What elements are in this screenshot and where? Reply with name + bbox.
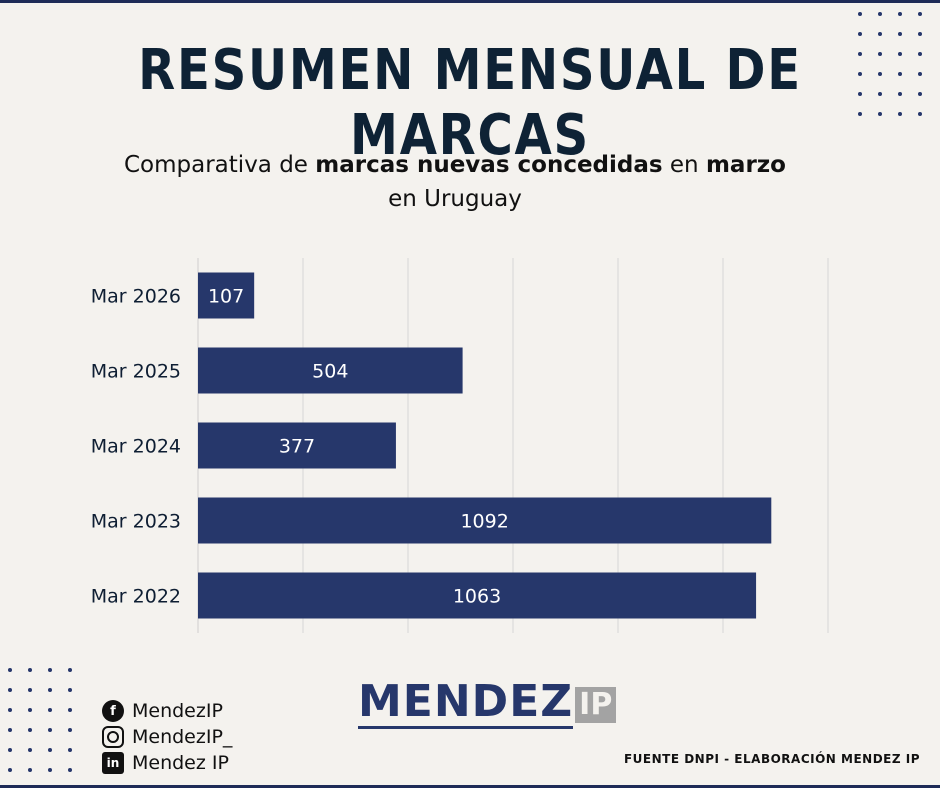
social-label: MendezIP [132, 700, 223, 722]
mendez-ip-logo: MENDEZ IP [358, 676, 617, 729]
data-label: 1092 [460, 511, 508, 533]
decorative-dot [28, 728, 32, 732]
decorative-dot [48, 768, 52, 772]
decorative-dot [918, 112, 922, 116]
subtitle-text-2: en [662, 152, 706, 178]
decorative-dot [918, 52, 922, 56]
decorative-dot [898, 72, 902, 76]
subtitle-line-2: en Uruguay [388, 186, 522, 212]
decorative-dot [8, 748, 12, 752]
instagram-icon [102, 726, 124, 748]
decorative-dot [858, 52, 862, 56]
decorative-dot [8, 708, 12, 712]
chart-subtitle: Comparativa de marcas nuevas concedidas … [0, 148, 910, 216]
decorative-dot [68, 768, 72, 772]
decorative-dot [48, 748, 52, 752]
decorative-dot [68, 728, 72, 732]
decorative-dot [878, 72, 882, 76]
decorative-dot [28, 688, 32, 692]
decorative-dot [918, 92, 922, 96]
decorative-dot [918, 72, 922, 76]
category-label: Mar 2026 [91, 286, 181, 308]
category-label: Mar 2022 [91, 586, 181, 608]
social-instagram[interactable]: MendezIP_ [102, 724, 232, 750]
social-label: MendezIP_ [132, 726, 233, 748]
decorative-dot [68, 708, 72, 712]
decorative-dot [68, 668, 72, 672]
decorative-dot [68, 748, 72, 752]
subtitle-text-1: Comparativa de [124, 152, 316, 178]
bar [198, 497, 772, 544]
data-label: 107 [208, 286, 244, 308]
decorative-dot [68, 688, 72, 692]
decorative-dot [898, 12, 902, 16]
page-title: RESUMEN MENSUAL DE MARCAS [138, 38, 802, 168]
top-border [0, 0, 940, 3]
logo-ip-badge: IP [575, 687, 617, 723]
decorative-dot [898, 52, 902, 56]
data-label: 504 [312, 361, 348, 383]
logo-main-text: MENDEZ [358, 676, 574, 729]
decorative-dot [48, 688, 52, 692]
category-label: Mar 2025 [91, 361, 181, 383]
subtitle-bold-2: marzo [705, 152, 786, 178]
source-note: FUENTE DNPI - ELABORACIÓN MENDEZ IP [623, 752, 920, 766]
decorative-dot [8, 688, 12, 692]
social-label: Mendez IP [132, 752, 229, 774]
decorative-dot [8, 668, 12, 672]
data-label: 377 [279, 436, 315, 458]
decorative-dot [898, 92, 902, 96]
bar [198, 422, 396, 469]
decorative-dot [858, 112, 862, 116]
subtitle-bold-1: marcas nuevas concedidas [315, 152, 663, 178]
decorative-dot [858, 32, 862, 36]
decorative-dot [48, 708, 52, 712]
decorative-dot [48, 728, 52, 732]
category-label: Mar 2023 [91, 511, 181, 533]
decorative-dot [8, 728, 12, 732]
decorative-dot [878, 32, 882, 36]
category-label: Mar 2024 [91, 436, 181, 458]
decorative-dot [858, 92, 862, 96]
decorative-dot [878, 12, 882, 16]
decorative-dot [28, 708, 32, 712]
facebook-icon: f [102, 700, 124, 722]
linkedin-icon: in [102, 752, 124, 774]
decorative-dot [878, 52, 882, 56]
bar [198, 572, 757, 619]
decorative-dot [858, 72, 862, 76]
decorative-dot [878, 92, 882, 96]
decorative-dot [8, 768, 12, 772]
bar [198, 347, 463, 394]
decorative-dot [878, 112, 882, 116]
social-links: f MendezIP MendezIP_ in Mendez IP [102, 698, 232, 776]
bar [198, 272, 255, 319]
data-label: 1063 [453, 586, 501, 608]
decorative-dot [28, 668, 32, 672]
decorative-dot [918, 12, 922, 16]
decorative-dot [898, 112, 902, 116]
decorative-dot [48, 668, 52, 672]
decorative-dot [28, 748, 32, 752]
decorative-dot [898, 32, 902, 36]
bottom-border [0, 785, 940, 788]
social-facebook[interactable]: f MendezIP [102, 698, 232, 724]
decorative-dot [918, 32, 922, 36]
decorative-dot [28, 768, 32, 772]
social-linkedin[interactable]: in Mendez IP [102, 750, 232, 776]
decorative-dot [858, 12, 862, 16]
